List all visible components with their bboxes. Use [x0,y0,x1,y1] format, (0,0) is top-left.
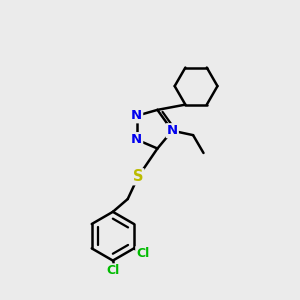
Text: N: N [167,124,178,137]
Text: N: N [131,133,142,146]
Text: Cl: Cl [136,247,149,260]
Text: S: S [133,169,143,184]
Text: N: N [131,109,142,122]
Text: Cl: Cl [106,264,119,277]
